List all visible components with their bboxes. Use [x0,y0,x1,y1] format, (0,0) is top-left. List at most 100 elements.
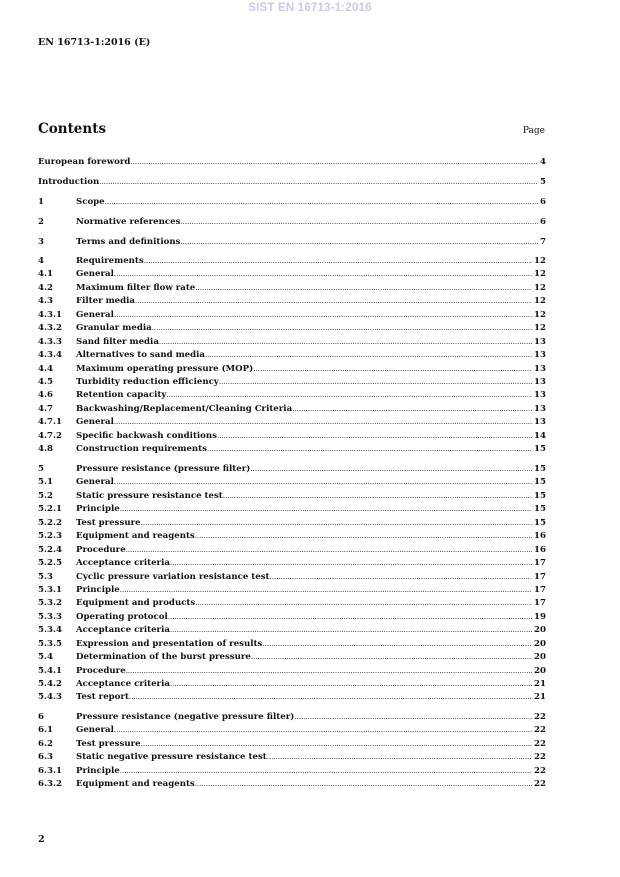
toc-entry[interactable]: 6.3.2 Equipment and reagents.............… [38,778,546,791]
toc-entry-number: 4.3.4 [38,350,62,361]
toc-entry[interactable]: 4.7.2 Specific backwash conditions.......… [38,430,546,443]
toc-leader-dots: ........................................… [113,726,533,735]
toc-leader-dots: ........................................… [180,218,538,226]
toc-entry-page: 17 [534,571,546,582]
toc-entry[interactable]: 4.3 Filter media.........................… [38,295,546,308]
toc-leader-dots: ........................................… [113,418,533,427]
toc-entry-page: 13 [534,403,546,414]
toc-entry[interactable]: 4.4 Maximum operating pressure (MOP).....… [38,363,546,376]
toc-entry-title: Terms and definitions [76,237,181,247]
toc-entry-title: Static negative pressure resistance test [76,752,267,763]
toc-leader-dots: ........................................… [205,351,533,360]
toc-entry[interactable]: 5.4.1 Procedure..........................… [38,665,546,678]
toc-leader-dots: ........................................… [262,639,532,648]
toc-entry[interactable]: 5 Pressure resistance (pressure filter)..… [38,463,546,476]
toc-entry[interactable]: 5.3.3 Operating protocol.................… [38,611,546,624]
toc-entry-page: 22 [534,738,546,749]
toc-entry[interactable]: 4.3.1 General............................… [38,309,546,322]
toc-leader-dots: ........................................… [250,465,532,473]
toc-entry[interactable]: 4.7 Backwashing/Replacement/Cleaning Crit… [38,403,546,416]
toc-entry[interactable]: 5.2.3 Equipment and reagents.............… [38,530,546,543]
toc-entry-page: 15 [534,490,546,501]
toc-entry-page: 15 [534,477,546,488]
toc-entry-title: Maximum filter flow rate [76,282,196,293]
toc-entry-number: 4.7.2 [38,430,62,441]
toc-entry-page: 22 [534,712,546,722]
toc-leader-dots: ........................................… [169,559,532,568]
toc-entry[interactable]: 2 Normative references...................… [38,212,546,232]
toc-leader-dots: ........................................… [113,478,533,487]
toc-leader-dots: ........................................… [253,364,532,373]
toc-entry-title: Test pressure [76,517,141,528]
toc-entry-number: 5.3.4 [38,625,62,636]
toc-entry-page: 19 [534,611,546,622]
toc-entry-number: 4 [38,256,44,266]
toc-entry-number: 6.3.1 [38,765,62,776]
toc-entry-page: 12 [534,323,546,334]
toc-entry-page: 16 [534,531,546,542]
toc-entry[interactable]: 4.6 Retention capacity...................… [38,389,546,402]
toc-entry[interactable]: 4.1 General..............................… [38,268,546,281]
toc-entry-title: Retention capacity [76,390,167,401]
toc-entry[interactable]: 6.3.1 Principle..........................… [38,765,546,778]
toc-entry-title: Turbidity reduction efficiency [76,376,219,387]
toc-entry[interactable]: 4.8 Construction requirements............… [38,443,546,456]
toc-entry[interactable]: 4.5 Turbidity reduction efficiency.......… [38,376,546,389]
toc-entry-number: 5.2.4 [38,544,62,555]
toc-entry[interactable]: 5.2 Static pressure resistance test......… [38,490,546,503]
toc-entry[interactable]: 5.2.2 Test pressure......................… [38,517,546,530]
toc-entry[interactable]: 6.2 Test pressure........................… [38,738,546,751]
toc-entry[interactable]: 5.2.4 Procedure..........................… [38,544,546,557]
toc-entry[interactable]: 5.2.5 Acceptance criteria................… [38,557,546,570]
toc-entry[interactable]: 5.3.4 Acceptance criteria................… [38,624,546,637]
toc-entry-number: 4.1 [38,269,53,280]
toc-entry[interactable]: 5.3.5 Expression and presentation of resu… [38,638,546,651]
toc-leader-dots: ........................................… [169,626,532,635]
toc-entry[interactable]: 4.3.3 Sand filter media..................… [38,336,546,349]
toc-entry[interactable]: 4.3.4 Alternatives to sand media.........… [38,349,546,362]
toc-leader-dots: ........................................… [217,431,532,440]
toc-entry[interactable]: 5.4 Determination of the burst pressure..… [38,651,546,664]
toc-leader-dots: ........................................… [294,713,532,721]
toc-entry[interactable]: 4.2 Maximum filter flow rate.............… [38,282,546,295]
toc-leader-dots: ........................................… [250,653,532,662]
toc-entry-page: 13 [534,417,546,428]
page-number: 2 [38,834,45,845]
toc-entry[interactable]: 4 Requirements...........................… [38,255,546,268]
toc-entry[interactable]: 6.1 General..............................… [38,724,546,737]
toc-entry[interactable]: 4.3.2 Granular media.....................… [38,322,546,335]
toc-entry[interactable]: 5.3.2 Equipment and products.............… [38,597,546,610]
toc-entry[interactable]: 1 Scope..................................… [38,192,546,212]
toc-entry-page: 12 [534,296,546,307]
toc-entry[interactable]: 5.3 Cyclic pressure variation resistance … [38,571,546,584]
toc-entry[interactable]: 3 Terms and definitions..................… [38,232,546,252]
toc-entry-title: Maximum operating pressure (MOP) [76,363,254,374]
toc-entry[interactable]: European foreword.......................… [38,152,546,172]
toc-entry[interactable]: 5.2.1 Principle..........................… [38,503,546,516]
toc-entry-page: 13 [534,363,546,374]
toc-entry-page: 20 [534,638,546,649]
toc-entry[interactable]: 5.4.2 Acceptance criteria................… [38,678,546,691]
toc-entry[interactable]: 5.4.3 Test report........................… [38,691,546,704]
toc-leader-dots: ........................................… [140,518,533,527]
toc-entry[interactable]: 5.1 General..............................… [38,476,546,489]
toc-leader-dots: ........................................… [222,491,533,500]
toc-entry-page: 13 [534,376,546,387]
toc-entry-number: 5.3.1 [38,584,62,595]
toc-entry[interactable]: 5.3.1 Principle..........................… [38,584,546,597]
toc-entry-page: 12 [534,309,546,320]
toc-leader-dots: ........................................… [169,680,532,688]
toc-entry[interactable]: 6 Pressure resistance (negative pressure … [38,711,546,724]
toc-entry-number: 4.3.3 [38,336,62,347]
toc-entry[interactable]: 4.7.1 General............................… [38,416,546,429]
toc-leader-dots: ........................................… [143,257,533,265]
toc-entry-number: 6.2 [38,738,53,749]
toc-entry[interactable]: 6.3 Static negative pressure resistance t… [38,751,546,764]
toc-entry[interactable]: Introduction............................… [38,172,546,192]
toc-entry-page: 22 [534,725,546,736]
toc-leader-dots: ........................................… [113,310,533,319]
toc-leader-dots: ........................................… [195,599,532,608]
toc-entry-page: 6 [540,217,546,227]
toc-leader-dots: ........................................… [151,324,533,333]
toc-entry-title: Determination of the burst pressure [76,652,251,663]
